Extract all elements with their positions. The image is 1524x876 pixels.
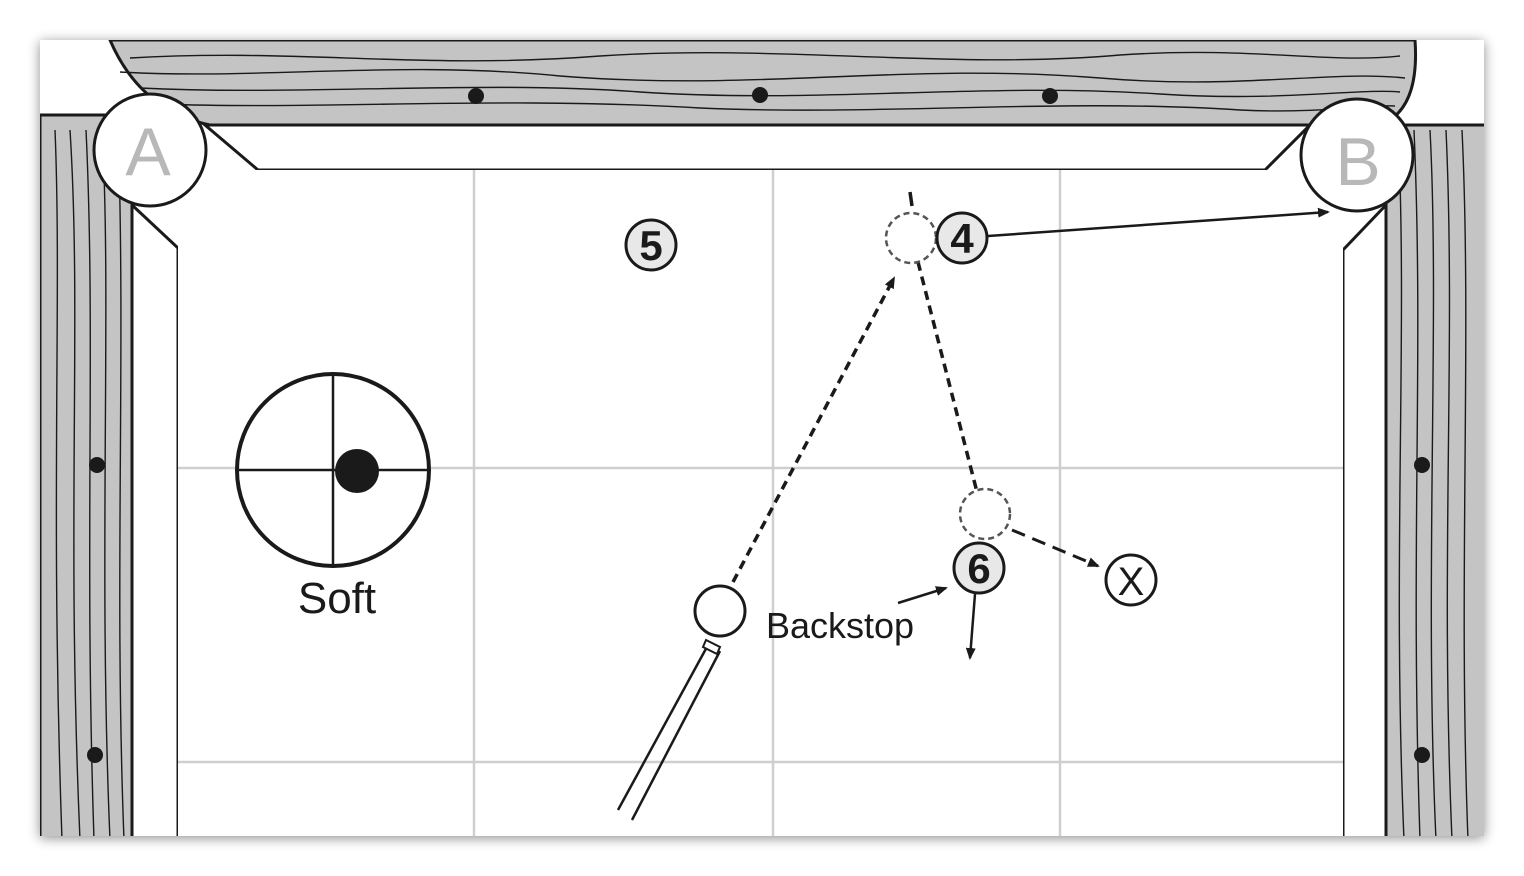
- target-x-label: X: [1118, 560, 1145, 604]
- left-cushion: [132, 205, 178, 845]
- ball-4-label: 4: [950, 215, 974, 262]
- ball-6-label: 6: [967, 545, 990, 592]
- backstop-label: Backstop: [766, 605, 914, 646]
- ball-4: 4: [937, 213, 987, 263]
- top-cushion: [205, 125, 1310, 170]
- pocket-a-label: A: [125, 114, 171, 190]
- ghost-ball-contact: [886, 213, 936, 263]
- ghost-ball-rebound: [960, 489, 1010, 539]
- right-cushion: [1343, 205, 1386, 845]
- cue-ball: [695, 586, 745, 636]
- ball-5-label: 5: [639, 222, 662, 269]
- pocket-a: A: [94, 94, 206, 206]
- cue-aim-tick: [910, 192, 912, 206]
- pocket-b: B: [1301, 99, 1413, 211]
- target-x: X: [1106, 555, 1156, 605]
- left-rail: [40, 115, 132, 845]
- ball-5: 5: [626, 220, 676, 270]
- pocket-b-label: B: [1335, 124, 1380, 200]
- tip-contact-dot: [335, 449, 379, 493]
- english-indicator: [237, 374, 429, 566]
- ball-6: 6: [954, 543, 1004, 593]
- english-label: Soft: [298, 574, 376, 623]
